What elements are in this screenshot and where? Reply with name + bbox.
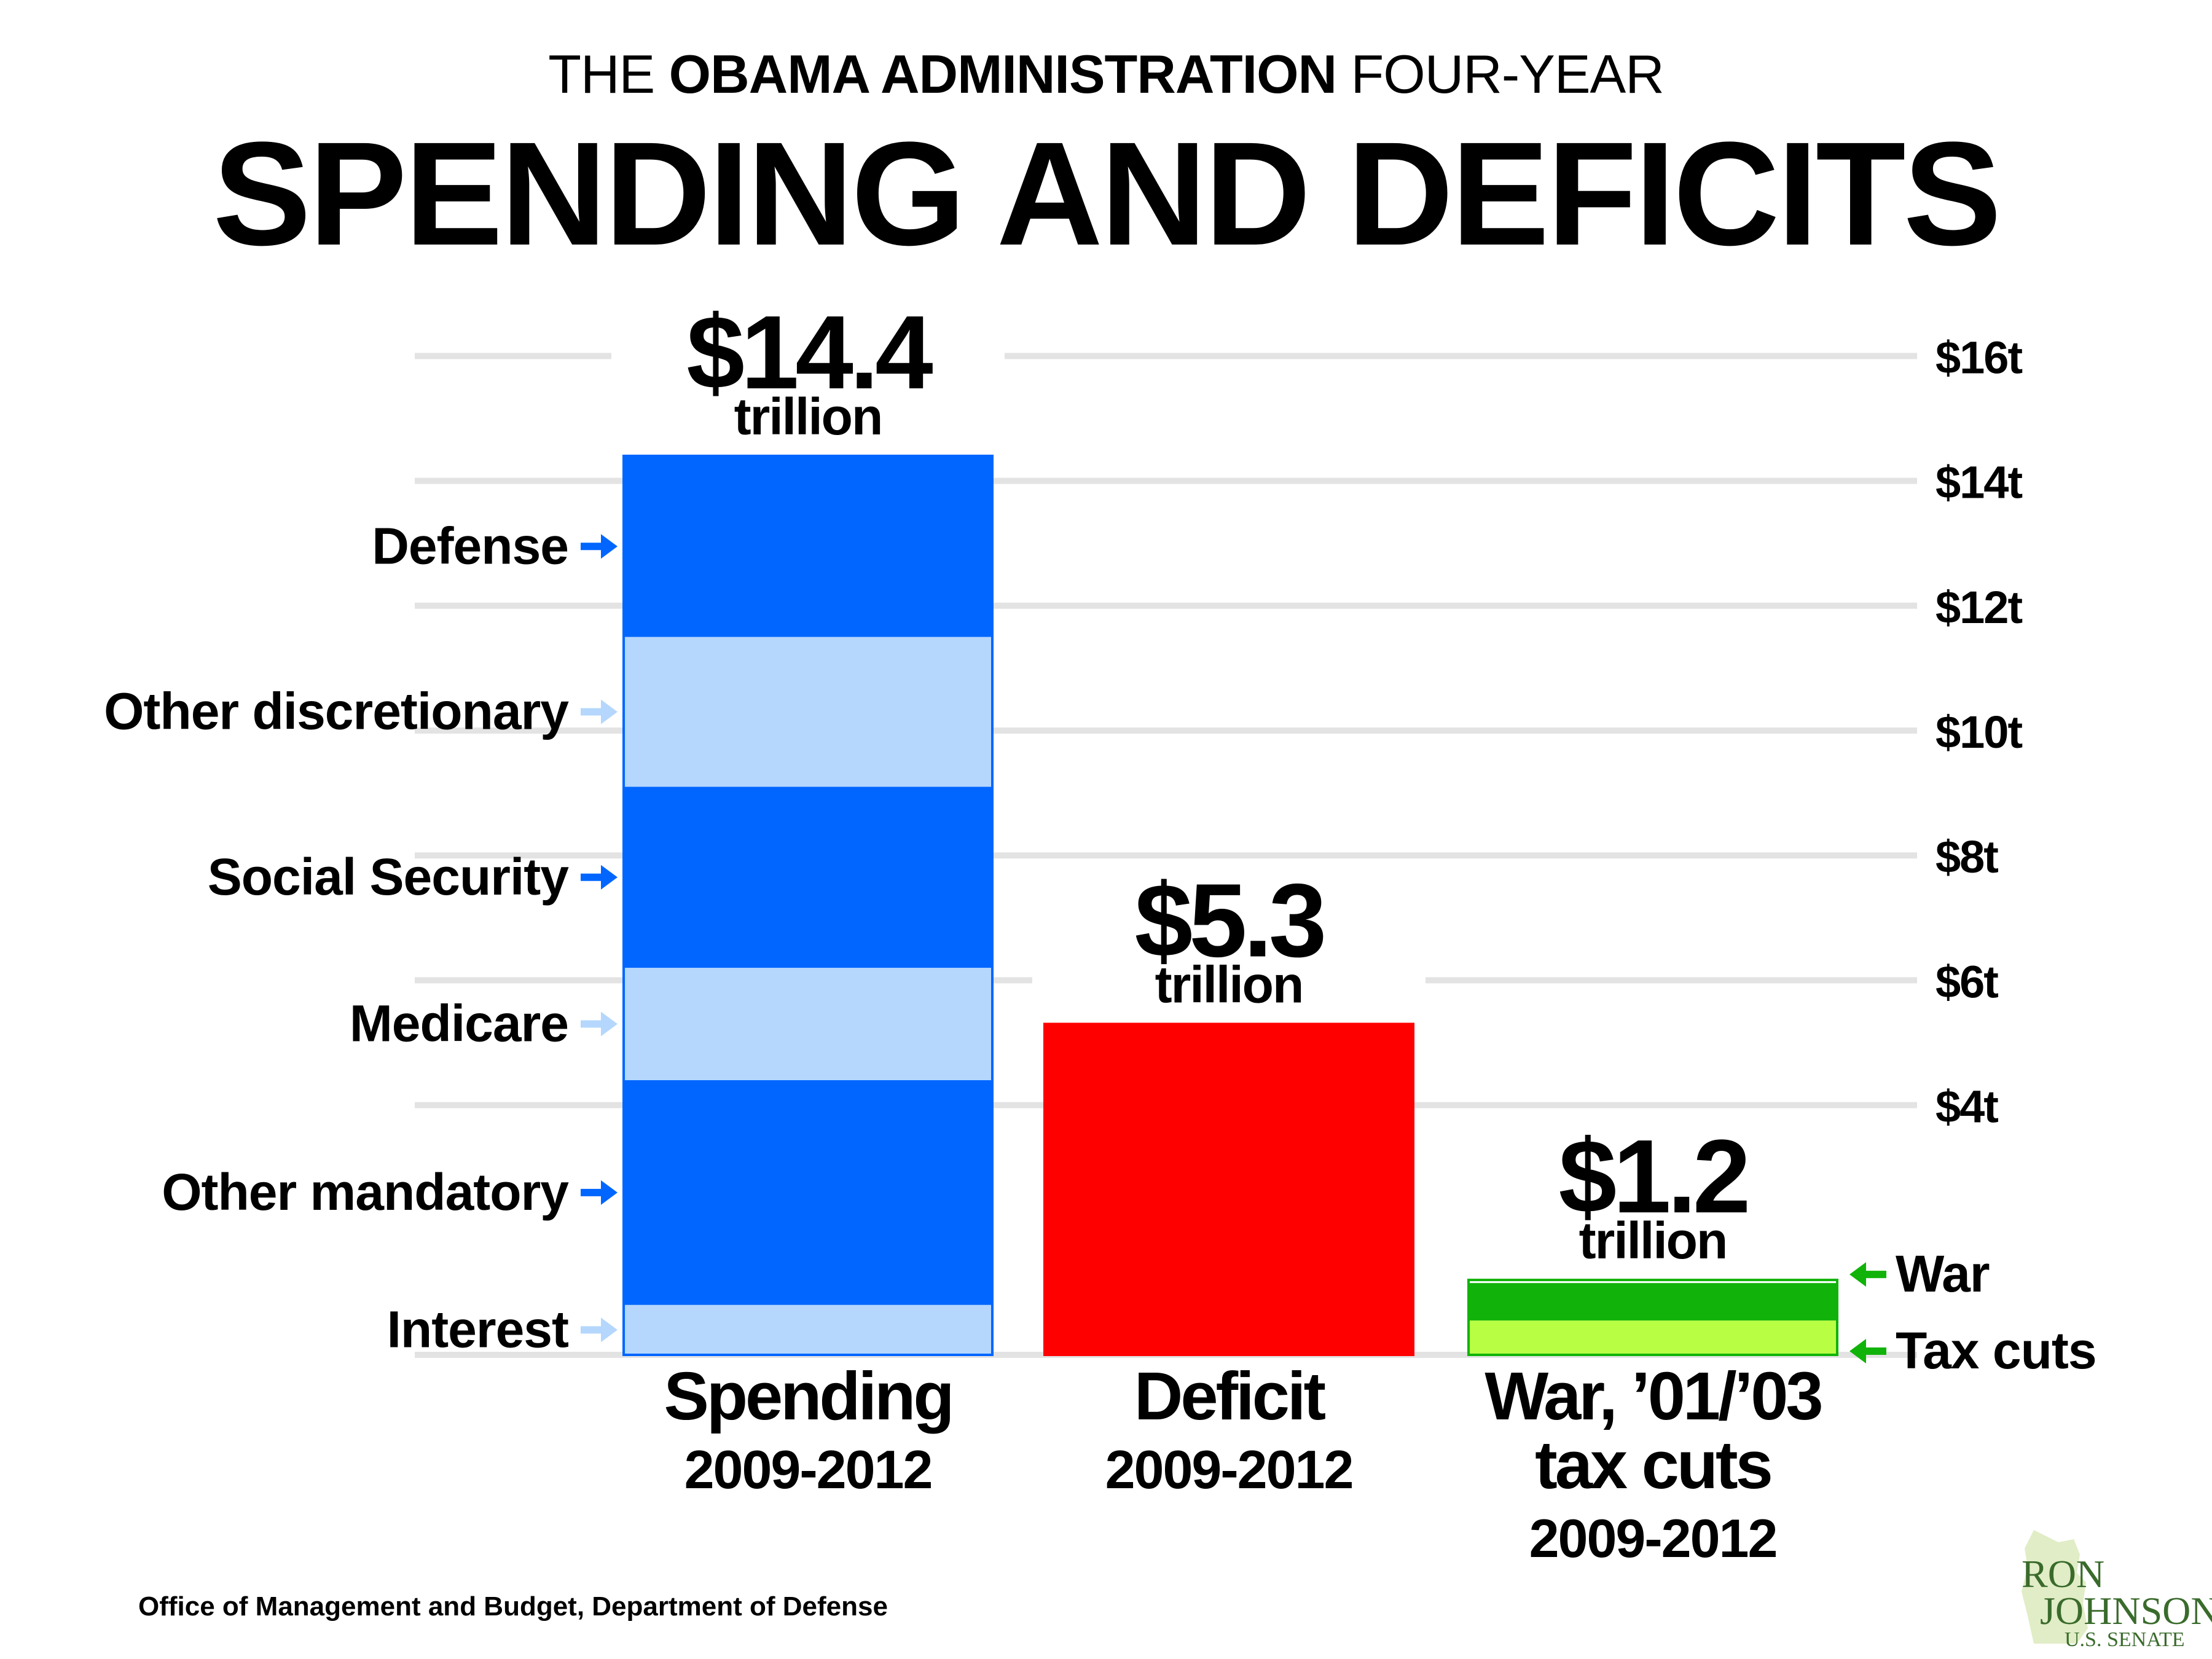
arrow-right-icon (581, 865, 618, 890)
segment-label: War (1896, 1245, 1990, 1303)
bar-value-label: $1.2 (1559, 1118, 1747, 1235)
bar-unit-label: trillion (1579, 1212, 1727, 1269)
logo-line-2: JOHNSON (2040, 1589, 2212, 1633)
arrow-right-icon (581, 1317, 618, 1343)
y-tick-label: $10t (1936, 707, 2022, 758)
bar-outline (1467, 1279, 1838, 1357)
bar-value-label: $5.3 (1135, 863, 1324, 979)
supertitle-post: FOUR-YEAR (1336, 44, 1665, 104)
label-backdrop (1456, 1126, 1849, 1274)
category-label: Deficit (1134, 1359, 1326, 1434)
supertitle-pre: THE (548, 44, 669, 104)
senator-logo: RON JOHNSON U.S. SENATE (2003, 1524, 2212, 1651)
bar-segment (1469, 1283, 1837, 1321)
chart-supertitle: THE OBAMA ADMINISTRATION FOUR-YEAR (0, 43, 2212, 106)
category-label: 2009-2012 (1105, 1439, 1353, 1500)
bar-unit-label: trillion (1155, 956, 1303, 1014)
chart-title: SPENDING AND DEFICITS (213, 111, 2001, 276)
y-tick-label: $12t (1936, 582, 2022, 633)
segment-label: Other discretionary (104, 683, 569, 740)
supertitle-bold: OBAMA ADMINISTRATION (669, 44, 1337, 104)
arrow-left-icon (1849, 1339, 1886, 1363)
arrow-right-icon (581, 534, 618, 559)
arrow-right-icon (581, 1180, 618, 1205)
category-label: 2009-2012 (684, 1439, 932, 1500)
bar-segment (1469, 1320, 1837, 1355)
logo-line-3: U.S. SENATE (2065, 1628, 2185, 1651)
logo-line-1: RON (2022, 1552, 2105, 1596)
y-tick-label: $4t (1936, 1081, 1998, 1132)
segment-label: Defense (372, 517, 568, 575)
arrow-left-icon (1849, 1262, 1886, 1287)
segment-label: Interest (387, 1300, 568, 1358)
y-tick-label: $8t (1936, 831, 1998, 882)
bar-outline (622, 454, 994, 1357)
source-note: Office of Management and Budget, Departm… (138, 1591, 888, 1622)
bar-outline (1043, 1022, 1414, 1356)
bar-segment (624, 637, 992, 787)
category-label: Spending (664, 1359, 952, 1434)
y-tick-label: $16t (1936, 332, 2022, 383)
bar-segment (624, 968, 992, 1080)
wisconsin-map-icon (2022, 1530, 2088, 1644)
arrow-right-icon (581, 699, 618, 724)
category-label: War, ’01/’03 (1484, 1359, 1821, 1434)
y-tick-label: $6t (1936, 956, 1998, 1007)
segment-label: Other mandatory (162, 1163, 569, 1221)
y-tick-label: $14t (1936, 457, 2022, 508)
segment-label: Tax cuts (1896, 1322, 2096, 1379)
bar-segment (624, 455, 992, 637)
bar-value-label: $14.4 (686, 294, 933, 411)
label-backdrop (611, 302, 1005, 450)
bar-segment (624, 786, 992, 968)
category-label: 2009-2012 (1529, 1508, 1777, 1569)
arrow-right-icon (581, 1011, 618, 1037)
bar-unit-label: trillion (734, 388, 882, 445)
category-label: tax cuts (1535, 1427, 1771, 1503)
label-backdrop (1032, 870, 1426, 1018)
bar-segment (1045, 1024, 1413, 1355)
segment-label: Medicare (350, 995, 568, 1053)
bar-segment (624, 1304, 992, 1355)
segment-label: Social Security (208, 848, 570, 906)
bar-segment (624, 1080, 992, 1305)
